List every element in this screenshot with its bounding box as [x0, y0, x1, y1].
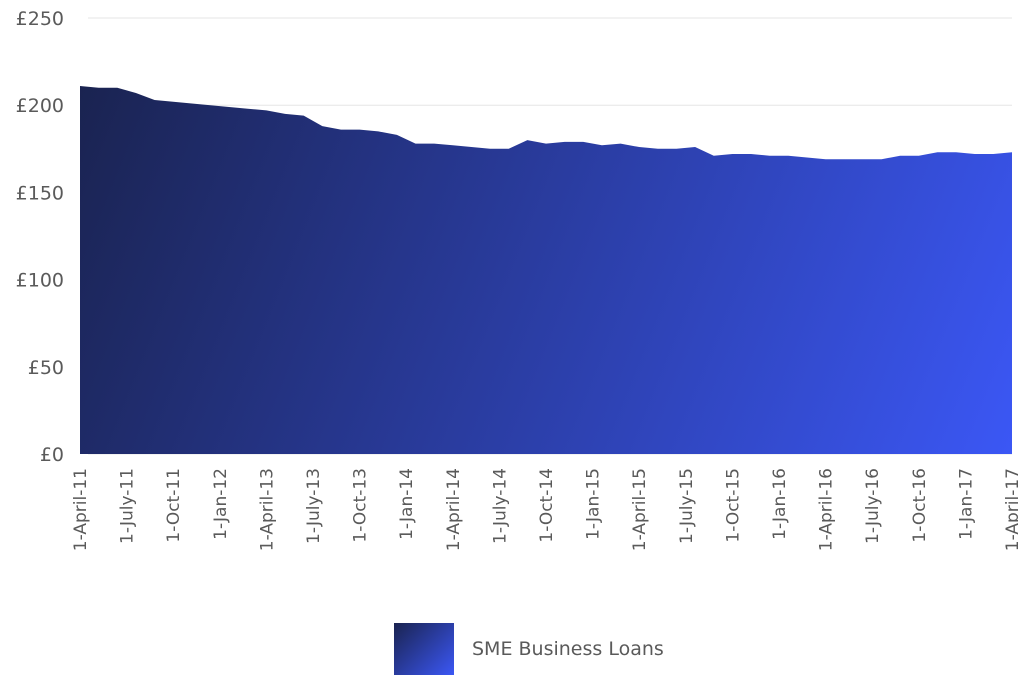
x-tick-label: 1-July-11	[118, 468, 138, 544]
x-tick-label: 1-Jan-15	[584, 468, 604, 540]
x-tick-label: 1-April-17	[1003, 468, 1018, 551]
area-series-sme-business-loans[interactable]	[80, 86, 1012, 455]
x-tick-label: 1-Oct-15	[723, 468, 743, 543]
x-tick-label: 1-July-15	[677, 468, 697, 544]
x-tick-label: 1-April-11	[71, 468, 91, 551]
legend[interactable]: SME Business Loans	[394, 623, 664, 675]
x-tick-label: 1-Oct-13	[351, 468, 371, 543]
x-tick-label: 1-July-13	[304, 468, 324, 544]
x-tick-label: 1-Oct-16	[910, 468, 930, 543]
y-tick-label: £0	[40, 444, 64, 466]
legend-swatch	[394, 623, 454, 675]
y-tick-label: £50	[28, 357, 64, 379]
x-tick-label: 1-April-16	[817, 468, 837, 551]
legend-label: SME Business Loans	[472, 638, 664, 660]
x-tick-label: 1-Jan-16	[770, 468, 790, 540]
y-tick-label: £250	[16, 8, 64, 30]
y-axis: £0 £50 £100 £150 £200 £250	[16, 8, 64, 466]
x-axis: 1-April-11 1-July-11 1-Oct-11 1-Jan-12 1-Apr…	[71, 468, 1018, 551]
x-tick-label: 1-Jan-14	[397, 468, 417, 540]
x-tick-label: 1-Oct-11	[164, 468, 184, 543]
area-series-layer	[80, 86, 1012, 455]
x-tick-label: 1-July-16	[863, 468, 883, 544]
y-tick-label: £200	[16, 95, 64, 117]
x-tick-label: 1-April-13	[257, 468, 277, 551]
x-tick-label: 1-Oct-14	[537, 468, 557, 543]
y-tick-label: £100	[16, 270, 64, 292]
y-tick-label: £150	[16, 182, 64, 204]
x-tick-label: 1-Jan-17	[956, 468, 976, 540]
x-tick-label: 1-April-15	[630, 468, 650, 551]
x-tick-label: 1-July-14	[490, 468, 510, 544]
x-tick-label: 1-Jan-12	[211, 468, 231, 540]
x-tick-label: 1-April-14	[444, 468, 464, 551]
